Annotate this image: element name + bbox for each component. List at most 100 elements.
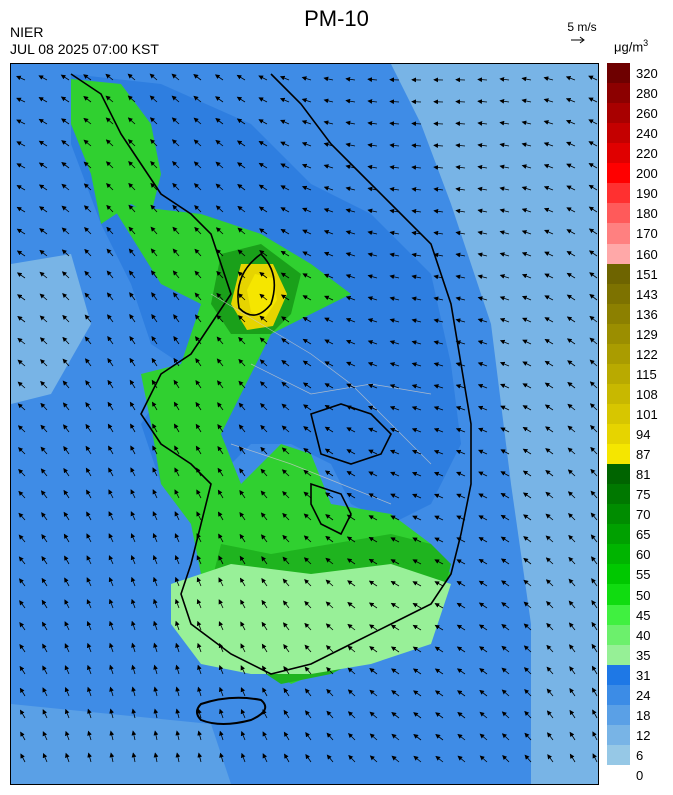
wind-arrow-icon — [128, 204, 136, 213]
northwest-green-field — [71, 79, 161, 224]
wind-arrow-icon — [42, 665, 48, 675]
legend-swatch — [607, 444, 630, 465]
wind-arrow-icon — [411, 384, 422, 389]
wind-arrow-icon — [325, 601, 334, 609]
wind-arrow-icon — [237, 227, 246, 235]
legend-swatch — [607, 83, 630, 104]
wind-arrow-icon — [83, 205, 92, 213]
wind-arrow-icon — [216, 270, 224, 279]
wind-arrow-icon — [85, 445, 92, 455]
wind-arrow-icon — [433, 362, 444, 367]
wind-arrow-icon — [389, 296, 400, 302]
wind-arrow-icon — [87, 752, 92, 763]
wind-arrow-icon — [369, 711, 378, 719]
wind-arrow-icon — [194, 248, 202, 257]
wind-arrow-icon — [323, 273, 334, 279]
wind-arrow-icon — [240, 665, 246, 675]
wind-arrow-icon — [325, 623, 334, 631]
wind-arrow-icon — [479, 711, 488, 719]
wind-arrow-icon — [546, 710, 554, 719]
wind-arrow-icon — [477, 383, 488, 389]
legend-swatch — [607, 664, 630, 686]
wind-arrow-icon — [196, 489, 202, 499]
wind-arrow-icon — [477, 186, 488, 192]
wind-arrow-icon — [479, 755, 488, 763]
wind-arrow-icon — [569, 666, 576, 675]
color-legend — [607, 63, 630, 766]
wind-arrows — [16, 73, 598, 763]
wind-arrow-icon — [345, 230, 356, 235]
legend-tick-label: 122 — [636, 346, 658, 362]
wind-arrow-icon — [588, 141, 598, 147]
wind-arrow-icon — [521, 295, 532, 301]
wind-arrow-icon — [590, 490, 598, 499]
wind-arrow-icon — [433, 296, 444, 302]
wind-arrow-icon — [411, 208, 422, 214]
wind-arrow-icon — [64, 555, 70, 565]
legend-tick-label: 190 — [636, 186, 658, 202]
wind-arrow-icon — [39, 228, 48, 235]
wind-arrow-icon — [499, 142, 510, 148]
wind-arrow-icon — [174, 445, 180, 455]
wind-arrow-icon — [345, 164, 356, 170]
wind-arrow-icon — [455, 427, 466, 433]
wind-arrow-icon — [131, 642, 136, 653]
wind-arrow-icon — [325, 492, 334, 499]
wind-arrow-icon — [280, 250, 290, 257]
wind-arrow-icon — [346, 558, 356, 565]
wind-arrow-icon — [544, 317, 554, 323]
wind-arrow-icon — [499, 164, 510, 170]
wind-arrow-icon — [107, 401, 114, 411]
wind-arrow-icon — [368, 493, 378, 499]
wind-arrow-icon — [324, 317, 334, 323]
wind-arrow-icon — [390, 493, 400, 499]
wind-arrow-icon — [108, 467, 114, 477]
wind-arrow-icon — [172, 226, 180, 235]
wind-arrow-icon — [302, 382, 312, 389]
wind-arrow-icon — [500, 514, 510, 521]
wind-arrow-icon — [589, 272, 598, 279]
wind-arrow-icon — [391, 712, 400, 719]
wind-arrow-icon — [455, 362, 466, 367]
wind-arrow-icon — [305, 753, 312, 763]
wind-arrow-icon — [150, 182, 158, 191]
wind-arrow-icon — [304, 622, 312, 631]
wind-arrow-icon — [545, 557, 554, 565]
wind-arrow-icon — [62, 314, 70, 323]
wind-arrow-icon — [41, 599, 48, 609]
wind-arrow-icon — [193, 74, 202, 81]
wind-arrow-icon — [590, 425, 598, 433]
wind-arrow-icon — [590, 446, 598, 455]
legend-tick-label: 0 — [636, 768, 644, 783]
wind-arrow-icon — [84, 314, 92, 323]
wind-arrow-icon — [522, 426, 532, 433]
legend-tick-label: 320 — [636, 66, 658, 82]
wind-arrow-icon — [367, 77, 378, 82]
wind-arrow-icon — [568, 622, 576, 631]
wind-arrow-icon — [65, 752, 70, 763]
wind-arrow-icon — [569, 687, 576, 697]
wind-arrow-icon — [259, 293, 268, 301]
wind-arrow-icon — [389, 384, 400, 389]
wind-arrow-icon — [478, 558, 488, 565]
wind-arrow-icon — [130, 533, 136, 543]
wind-arrow-icon — [283, 709, 290, 719]
wind-arrow-icon — [40, 446, 48, 455]
wind-arrow-icon — [524, 689, 532, 697]
wind-arrow-icon — [547, 754, 554, 763]
wind-arrow-icon — [303, 448, 312, 455]
wind-arrow-icon — [433, 121, 444, 127]
wind-arrow-icon — [522, 405, 532, 411]
wind-arrow-icon — [219, 730, 224, 741]
wind-arrow-icon — [106, 270, 114, 279]
legend-swatch — [607, 524, 630, 545]
wind-arrow-icon — [86, 577, 92, 587]
wind-arrow-icon — [171, 139, 180, 147]
wind-arrow-icon — [152, 423, 158, 433]
wind-arrow-icon — [237, 205, 246, 213]
wind-arrow-icon — [280, 294, 290, 301]
wind-arrow-icon — [412, 602, 422, 609]
wind-arrow-icon — [217, 380, 224, 389]
wind-arrow-icon — [218, 555, 224, 565]
wind-arrow-icon — [261, 534, 268, 543]
